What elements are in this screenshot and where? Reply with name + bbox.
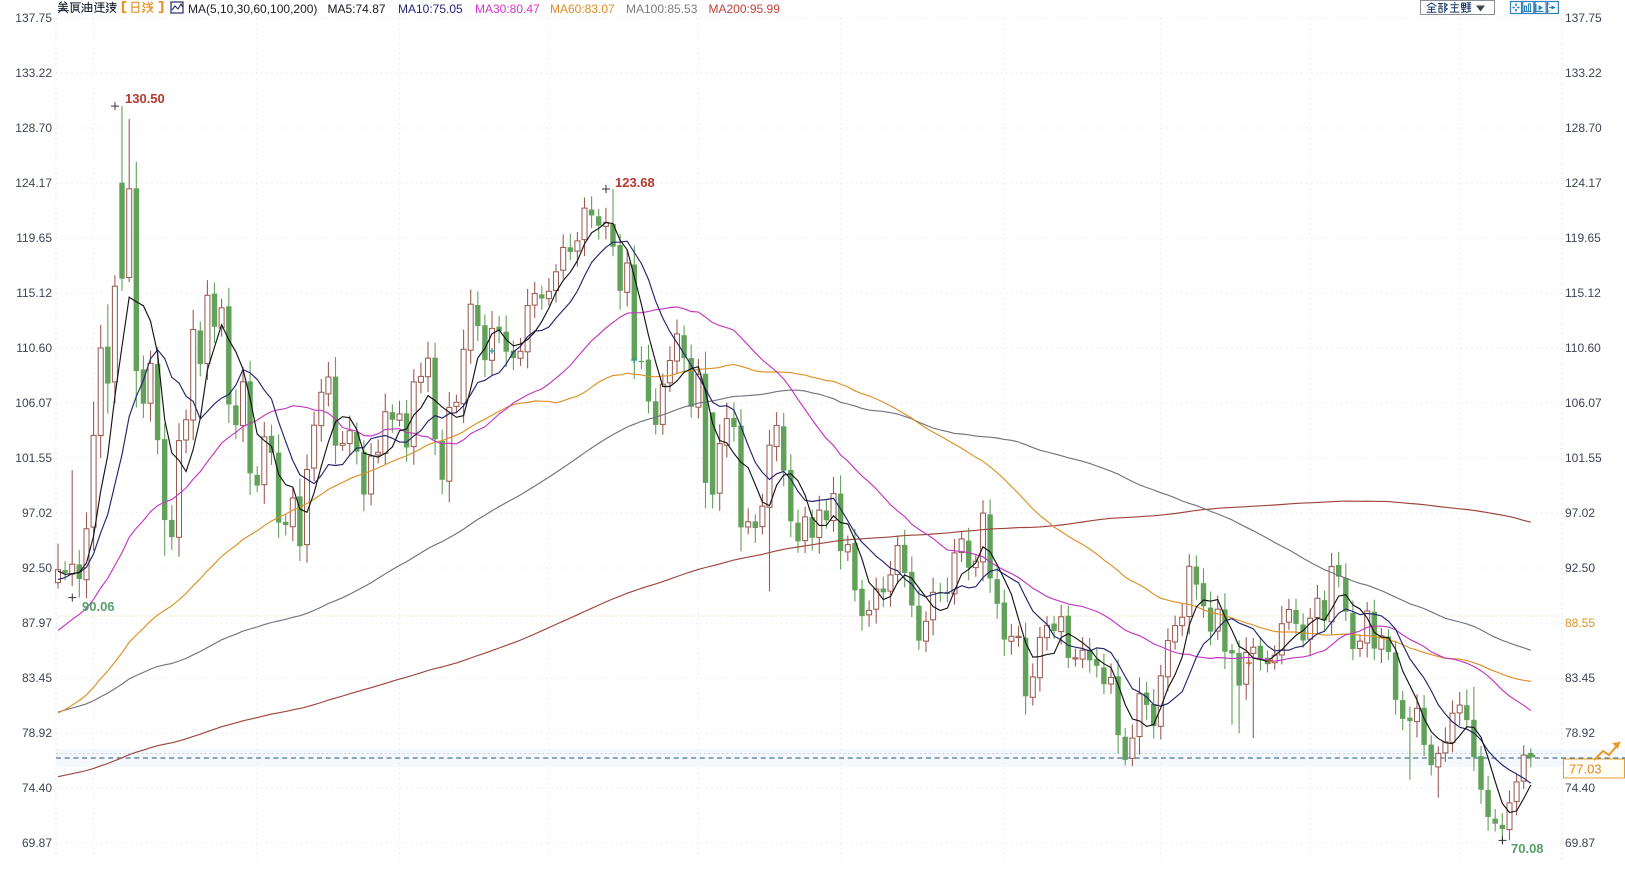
- svg-text:87.97: 87.97: [22, 616, 52, 630]
- svg-text:133.22: 133.22: [1565, 66, 1602, 80]
- svg-text:92.50: 92.50: [22, 561, 52, 575]
- svg-text:115.12: 115.12: [1565, 286, 1601, 300]
- svg-text:88.55: 88.55: [1565, 616, 1595, 630]
- svg-text:MA60:83.07: MA60:83.07: [550, 2, 615, 16]
- svg-text:MA(5,10,30,60,100,200): MA(5,10,30,60,100,200): [188, 2, 317, 16]
- svg-text:106.07: 106.07: [15, 396, 52, 410]
- svg-text:137.75: 137.75: [15, 11, 52, 25]
- svg-text:74.40: 74.40: [22, 781, 52, 795]
- svg-text:106.07: 106.07: [1565, 396, 1602, 410]
- svg-text:77.03: 77.03: [1569, 762, 1602, 777]
- svg-text:83.45: 83.45: [22, 671, 52, 685]
- svg-text:MA30:80.47: MA30:80.47: [475, 2, 540, 16]
- svg-text:128.70: 128.70: [1565, 121, 1602, 135]
- svg-text:78.92: 78.92: [22, 726, 52, 740]
- svg-text:MA10:75.05: MA10:75.05: [398, 2, 463, 16]
- svg-text:101.55: 101.55: [1565, 451, 1602, 465]
- svg-text:78.92: 78.92: [1565, 726, 1595, 740]
- svg-text:123.68: 123.68: [615, 175, 655, 190]
- svg-text:124.17: 124.17: [15, 176, 52, 190]
- svg-text:110.60: 110.60: [1565, 341, 1601, 355]
- svg-text:MA5:74.87: MA5:74.87: [328, 2, 386, 16]
- svg-text:83.45: 83.45: [1565, 671, 1595, 685]
- svg-text:115.12: 115.12: [16, 286, 52, 300]
- svg-text:137.75: 137.75: [1565, 11, 1602, 25]
- svg-text:133.22: 133.22: [15, 66, 52, 80]
- svg-text:MA200:95.99: MA200:95.99: [709, 2, 781, 16]
- svg-text:70.08: 70.08: [1511, 841, 1544, 856]
- svg-text:130.50: 130.50: [125, 91, 165, 106]
- svg-text:97.02: 97.02: [1565, 506, 1595, 520]
- svg-text:101.55: 101.55: [15, 451, 52, 465]
- svg-text:69.87: 69.87: [1565, 836, 1595, 850]
- svg-text:69.87: 69.87: [22, 836, 52, 850]
- svg-text:92.50: 92.50: [1565, 561, 1595, 575]
- svg-text:119.65: 119.65: [1565, 231, 1601, 245]
- svg-text:90.06: 90.06: [82, 599, 115, 614]
- svg-text:128.70: 128.70: [15, 121, 52, 135]
- svg-text:MA100:85.53: MA100:85.53: [626, 2, 698, 16]
- svg-text:97.02: 97.02: [22, 506, 52, 520]
- svg-text:74.40: 74.40: [1565, 781, 1595, 795]
- svg-text:119.65: 119.65: [16, 231, 52, 245]
- svg-text:110.60: 110.60: [16, 341, 52, 355]
- svg-text:124.17: 124.17: [1565, 176, 1602, 190]
